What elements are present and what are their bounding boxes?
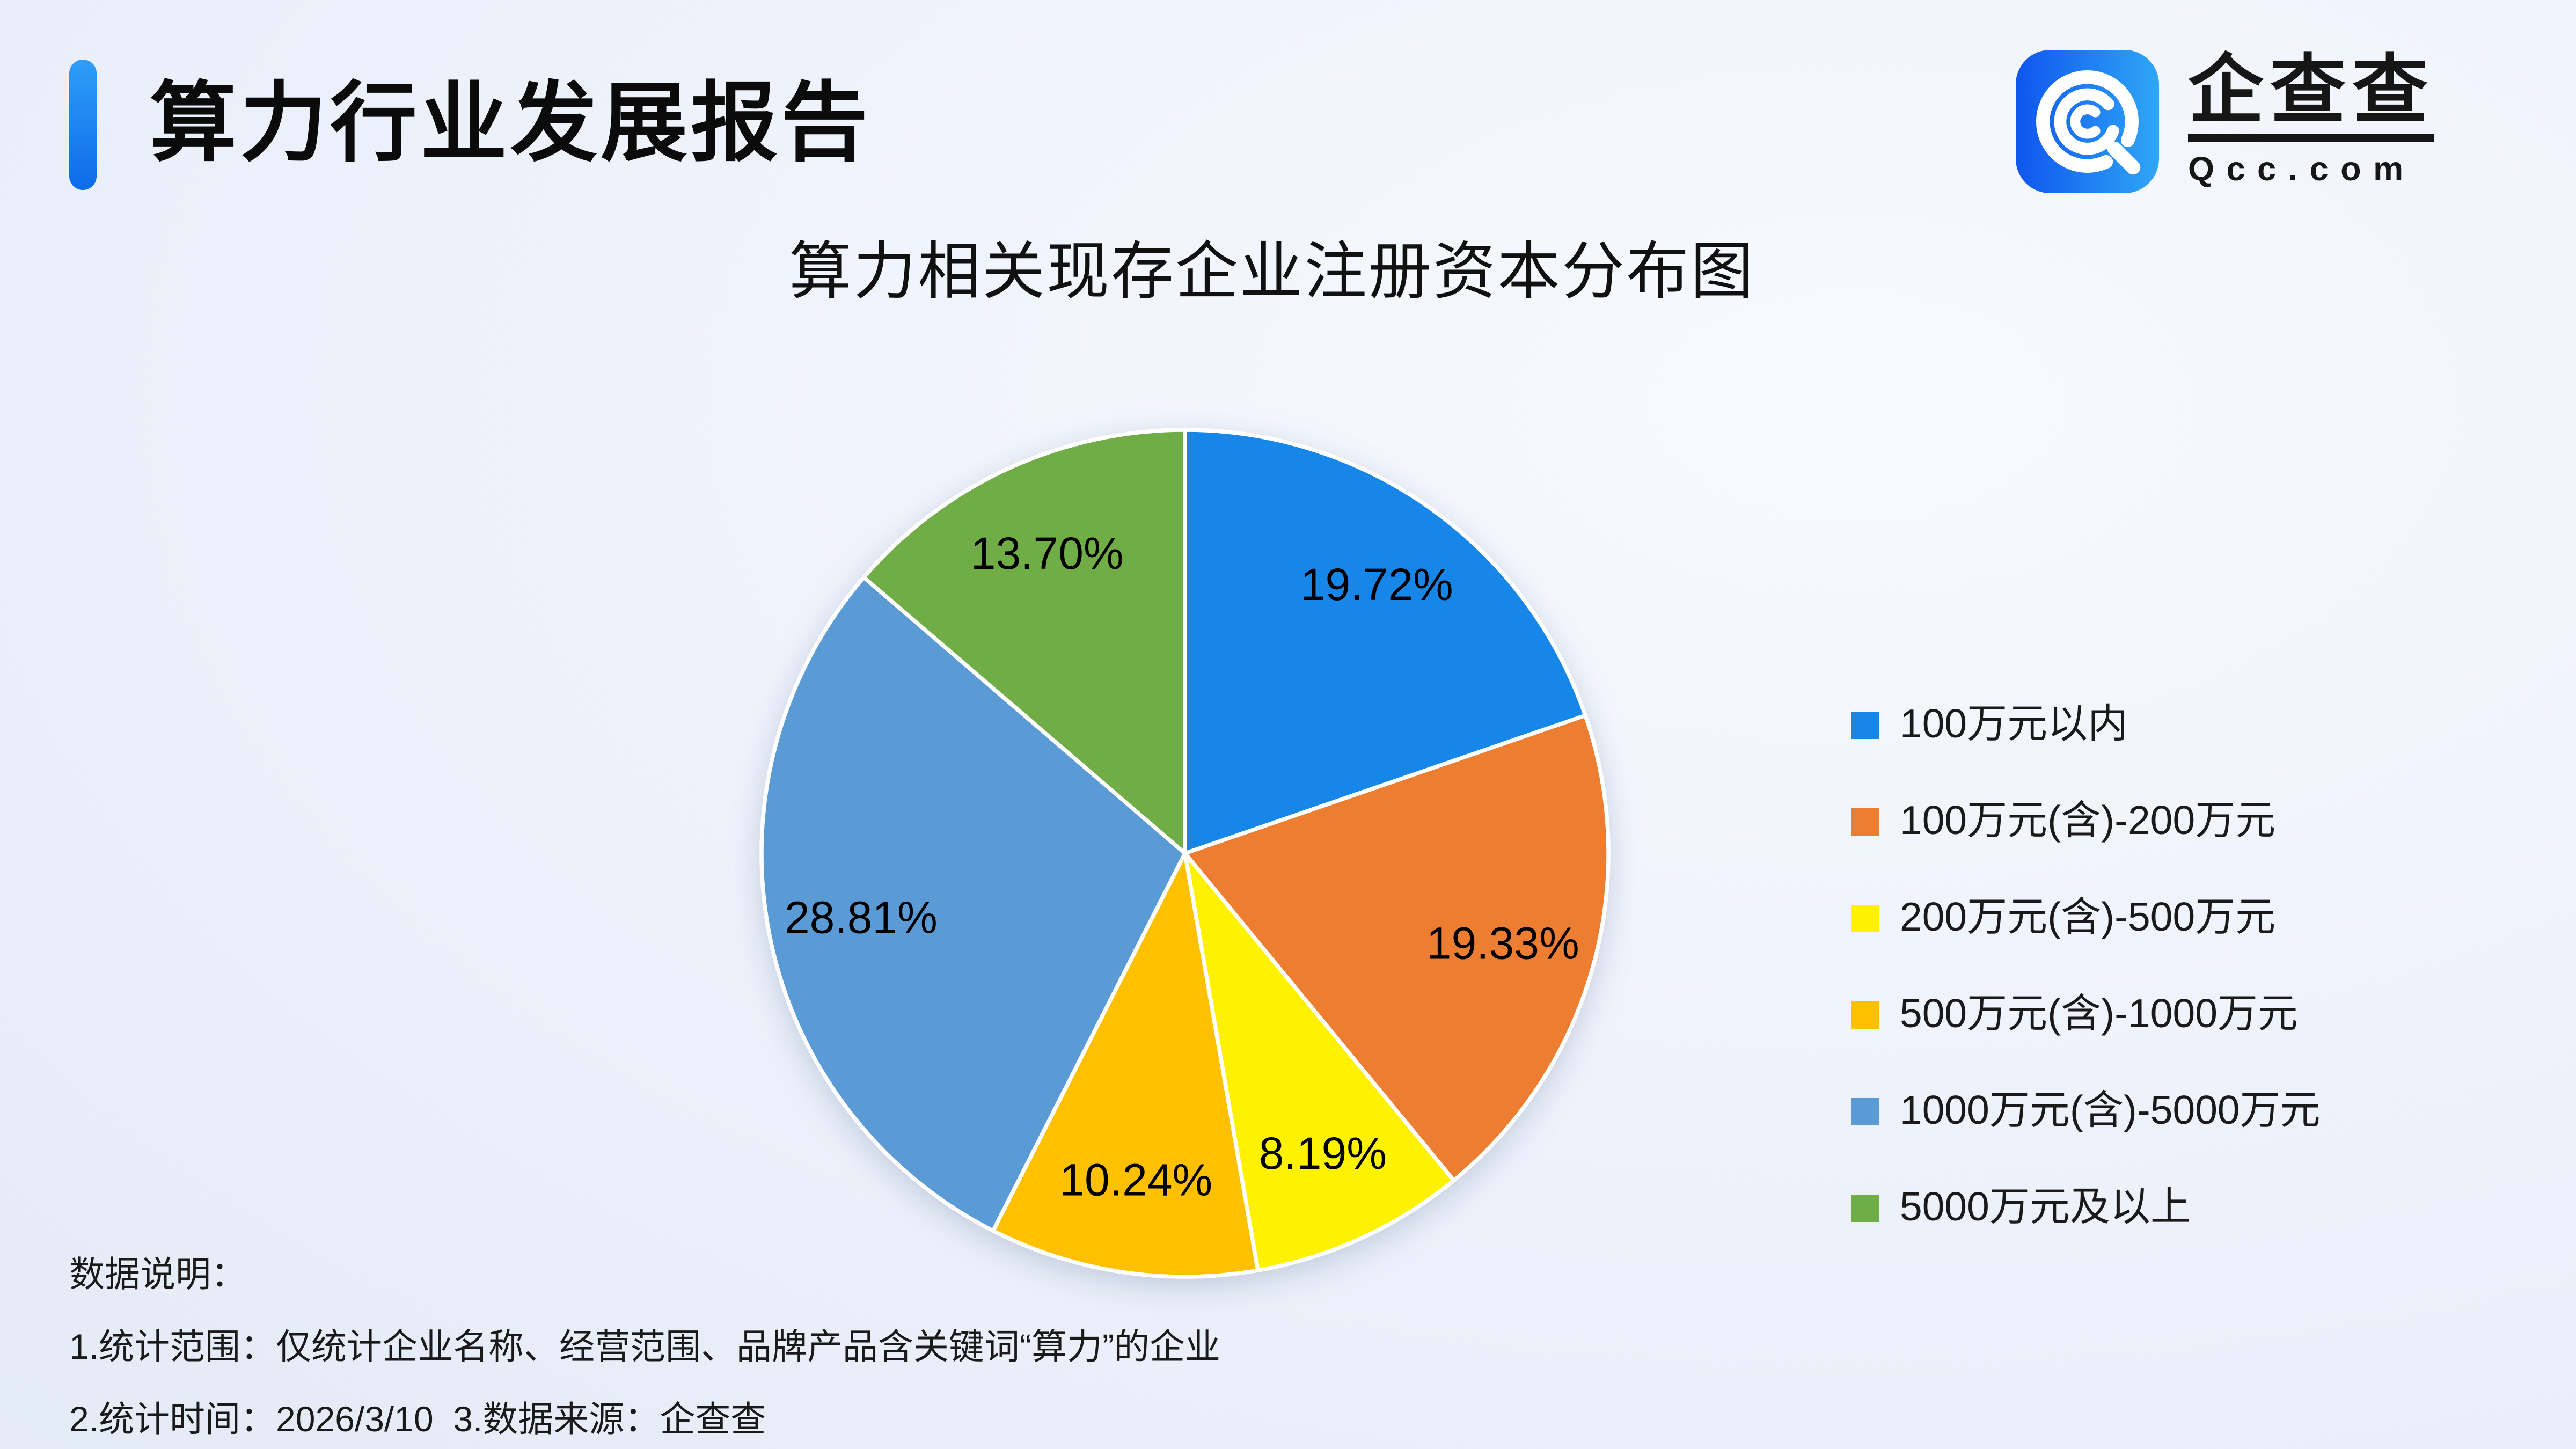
legend-swatch-0 bbox=[1851, 711, 1879, 738]
pie-chart-area: 19.72% 19.33% 8.19% 10.24% 28.81% 13.70% bbox=[718, 386, 1652, 1320]
qcc-magnifier-icon bbox=[2016, 50, 2159, 193]
logo-domain: Qcc.com bbox=[2188, 152, 2416, 189]
pie-slice-1 bbox=[1183, 713, 1611, 1183]
pie-label-3: 10.24% bbox=[1059, 1155, 1212, 1205]
pie-slice-2 bbox=[1183, 851, 1456, 1272]
logo-text: 企查查 Qcc.com bbox=[2188, 49, 2434, 189]
legend-item-2: 200万元(含)-500万元 bbox=[1851, 869, 2321, 966]
title-accent-bar bbox=[69, 60, 97, 190]
data-notes: 数据说明： 1.统计范围：仅统计企业名称、经营范围、品牌产品含关键词“算力”的企… bbox=[69, 1257, 1220, 1449]
legend-label-5: 5000万元及以上 bbox=[1900, 1184, 2191, 1230]
pie-label-4: 28.81% bbox=[785, 892, 938, 942]
legend-label-1: 100万元(含)-200万元 bbox=[1900, 797, 2276, 843]
pie-label-2: 8.19% bbox=[1259, 1128, 1387, 1179]
legend-item-1: 100万元(含)-200万元 bbox=[1851, 773, 2321, 869]
qcc-logo: 企查查 Qcc.com bbox=[2016, 49, 2434, 193]
legend-label-2: 200万元(含)-500万元 bbox=[1900, 894, 2276, 940]
logo-brand: 企查查 bbox=[2188, 49, 2434, 143]
legend-item-5: 5000万元及以上 bbox=[1851, 1159, 2321, 1256]
legend-item-0: 100万元以内 bbox=[1851, 676, 2321, 773]
legend-label-3: 500万元(含)-1000万元 bbox=[1900, 991, 2298, 1036]
pie-slice-4 bbox=[759, 575, 1187, 1233]
pie-slice-3 bbox=[991, 851, 1260, 1279]
legend-swatch-3 bbox=[1851, 1000, 1879, 1028]
pie-chart: 19.72% 19.33% 8.19% 10.24% 28.81% 13.70% bbox=[759, 428, 1611, 1279]
pie-label-0: 19.72% bbox=[1300, 559, 1453, 610]
legend-swatch-1 bbox=[1851, 807, 1879, 835]
page-title: 算力行业发展报告 bbox=[150, 76, 871, 172]
pie-slice-5 bbox=[861, 428, 1187, 855]
legend-label-4: 1000万元(含)-5000万元 bbox=[1900, 1087, 2321, 1133]
pie-label-1: 19.33% bbox=[1426, 918, 1579, 968]
chart-title: 算力相关现存企业注册资本分布图 bbox=[788, 238, 1755, 308]
legend-item-4: 1000万元(含)-5000万元 bbox=[1851, 1063, 2321, 1159]
notes-heading: 数据说明： bbox=[69, 1254, 247, 1294]
notes-line-1: 1.统计范围：仅统计企业名称、经营范围、品牌产品含关键词“算力”的企业 bbox=[69, 1327, 1221, 1367]
notes-line-2: 2.统计时间：2026/3/10 3.数据来源：企查查 bbox=[69, 1399, 766, 1439]
legend-swatch-4 bbox=[1851, 1097, 1879, 1125]
legend-item-3: 500万元(含)-1000万元 bbox=[1851, 966, 2321, 1063]
legend-label-0: 100万元以内 bbox=[1900, 701, 2128, 747]
pie-label-5: 13.70% bbox=[971, 528, 1124, 579]
legend-swatch-2 bbox=[1851, 904, 1879, 932]
pie-slice-0 bbox=[1183, 428, 1587, 855]
legend-swatch-5 bbox=[1851, 1194, 1879, 1221]
legend: 100万元以内 100万元(含)-200万元 200万元(含)-500万元 500万元… bbox=[1851, 676, 2321, 1256]
